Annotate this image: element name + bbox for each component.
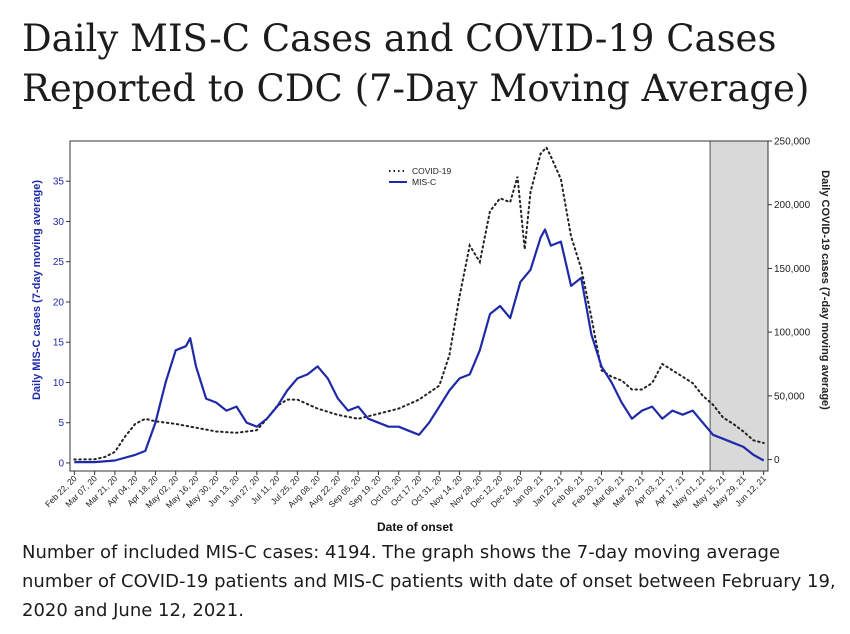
y-left-tick-label: 15	[53, 338, 65, 349]
y-axis-label-right: Daily COVID-19 cases (7-day moving avera…	[819, 170, 831, 410]
series-line-misc	[74, 228, 765, 464]
y-left-tick-label: 20	[53, 297, 65, 308]
y-left-tick-label: 35	[53, 177, 65, 188]
y-left-tick-label: 30	[53, 217, 65, 228]
projection-shade-layer	[709, 141, 768, 471]
y-left-tick-label: 0	[58, 458, 64, 469]
y-left-tick-label: 25	[53, 257, 65, 268]
chart-container: 0 5 10 15 20 25 30 35 0 50,000 100,000 150,000 200,0…	[0, 136, 850, 540]
y-right-tick-label: 50,000	[774, 391, 805, 402]
legend-label-covid: COVID-19	[412, 166, 451, 176]
y-right-tick-label: 100,000	[774, 328, 811, 339]
series-line-covid	[73, 145, 765, 461]
page-title: Daily MIS-C Cases and COVID-19 Cases Rep…	[22, 17, 810, 110]
shaded-region	[710, 141, 768, 471]
y-right-tick-label: 150,000	[774, 264, 811, 275]
axis-layer: 0 5 10 15 20 25 30 35 0 50,000 100,000 150,000 200,0…	[43, 137, 811, 511]
chart-caption: Number of included MIS-C cases: 4194. Th…	[22, 542, 836, 621]
chart: 0 5 10 15 20 25 30 35 0 50,000 100,000 150,000 200,0…	[31, 137, 831, 535]
plot-frame-layer	[69, 140, 769, 472]
y-right-tick-label: 0	[774, 455, 780, 466]
y-right-tick-label: 250,000	[774, 137, 811, 148]
y-left-tick-label: 5	[58, 418, 64, 429]
legend-label-misc: MIS-C	[412, 177, 436, 187]
y-right-tick-label: 200,000	[774, 200, 811, 211]
legend: COVID-19 MIS-C	[389, 166, 451, 187]
series-layer	[73, 145, 765, 464]
plot-frame	[69, 140, 769, 472]
y-axis-label-left: Daily MIS-C cases (7-day moving average)	[31, 180, 43, 400]
x-axis-label: Date of onset	[377, 520, 453, 534]
y-left-tick-label: 10	[53, 378, 65, 389]
